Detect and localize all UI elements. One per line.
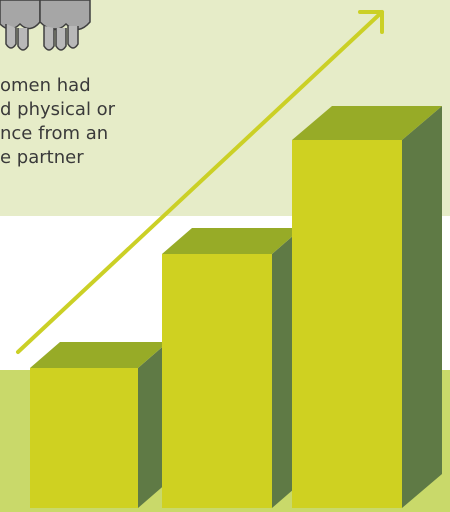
bar-medium-top: [162, 228, 302, 254]
bar-short: [30, 342, 168, 508]
caption-line-2: d physical or: [0, 99, 116, 120]
statistic-caption: omen had d physical or nce from an e par…: [0, 74, 300, 170]
caption-line-3: nce from an: [0, 123, 109, 144]
bar-tall-front: [292, 140, 402, 508]
bar-medium-front: [162, 254, 272, 508]
bar-short-side: [138, 342, 168, 508]
bar-short-front: [30, 368, 138, 508]
bar-medium: [162, 228, 302, 508]
bar-group: [30, 106, 442, 508]
caption-line-4: e partner: [0, 147, 84, 168]
caption-line-1: omen had: [0, 75, 91, 96]
bar-tall-side: [402, 106, 442, 508]
women-figures-icon: [0, 0, 91, 51]
bar-tall: [292, 106, 442, 508]
bar-tall-top: [292, 106, 442, 140]
trend-arrow-icon: [16, 10, 384, 354]
bar-short-top: [30, 342, 168, 368]
